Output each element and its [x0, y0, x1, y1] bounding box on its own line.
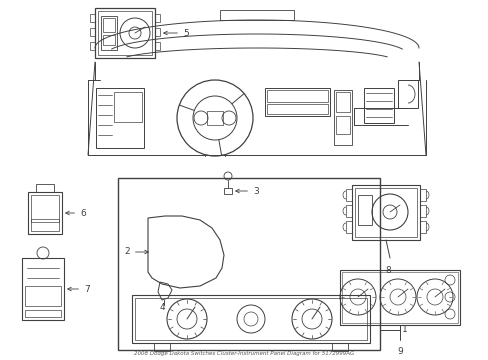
Text: 5: 5: [163, 28, 188, 37]
Bar: [331, 343, 347, 351]
Bar: [25, 310, 61, 317]
Bar: [118, 178, 379, 350]
Bar: [333, 90, 351, 145]
Text: 3: 3: [235, 186, 258, 195]
Bar: [155, 42, 160, 50]
Bar: [135, 298, 366, 340]
Text: 6: 6: [65, 208, 85, 217]
Text: 1: 1: [401, 325, 407, 334]
Bar: [266, 104, 327, 114]
Text: 7: 7: [67, 284, 90, 293]
Bar: [339, 270, 459, 325]
Bar: [206, 111, 223, 125]
Bar: [154, 343, 170, 351]
Bar: [28, 192, 62, 234]
Bar: [266, 90, 327, 102]
Bar: [90, 14, 95, 22]
Bar: [341, 272, 457, 323]
Bar: [155, 14, 160, 22]
Text: 9: 9: [396, 347, 402, 356]
Bar: [419, 189, 425, 201]
Bar: [114, 92, 142, 122]
Bar: [346, 221, 351, 233]
Text: 8: 8: [385, 266, 390, 275]
Bar: [335, 116, 349, 134]
Bar: [335, 92, 349, 112]
Bar: [419, 221, 425, 233]
Bar: [25, 286, 61, 306]
Bar: [90, 42, 95, 50]
Bar: [351, 185, 419, 240]
Bar: [357, 195, 371, 225]
Text: 2: 2: [124, 248, 148, 256]
Bar: [90, 28, 95, 36]
Bar: [354, 188, 416, 237]
Bar: [103, 35, 115, 45]
Bar: [103, 18, 115, 32]
Bar: [22, 258, 64, 320]
Bar: [96, 88, 143, 148]
Bar: [31, 195, 59, 222]
Bar: [95, 8, 155, 58]
Bar: [36, 184, 54, 192]
Bar: [264, 88, 329, 116]
Bar: [346, 189, 351, 201]
Text: 4: 4: [159, 303, 164, 312]
Bar: [363, 88, 393, 123]
Bar: [224, 188, 231, 194]
Bar: [101, 16, 117, 50]
Bar: [132, 295, 369, 343]
Bar: [98, 11, 152, 55]
Bar: [31, 219, 59, 231]
Bar: [155, 28, 160, 36]
Bar: [220, 10, 293, 20]
Bar: [346, 205, 351, 217]
Text: 2008 Dodge Dakota Switches Cluster-Instrument Panel Diagram for 5172999AG: 2008 Dodge Dakota Switches Cluster-Instr…: [134, 351, 353, 356]
Bar: [397, 80, 417, 108]
Bar: [419, 205, 425, 217]
